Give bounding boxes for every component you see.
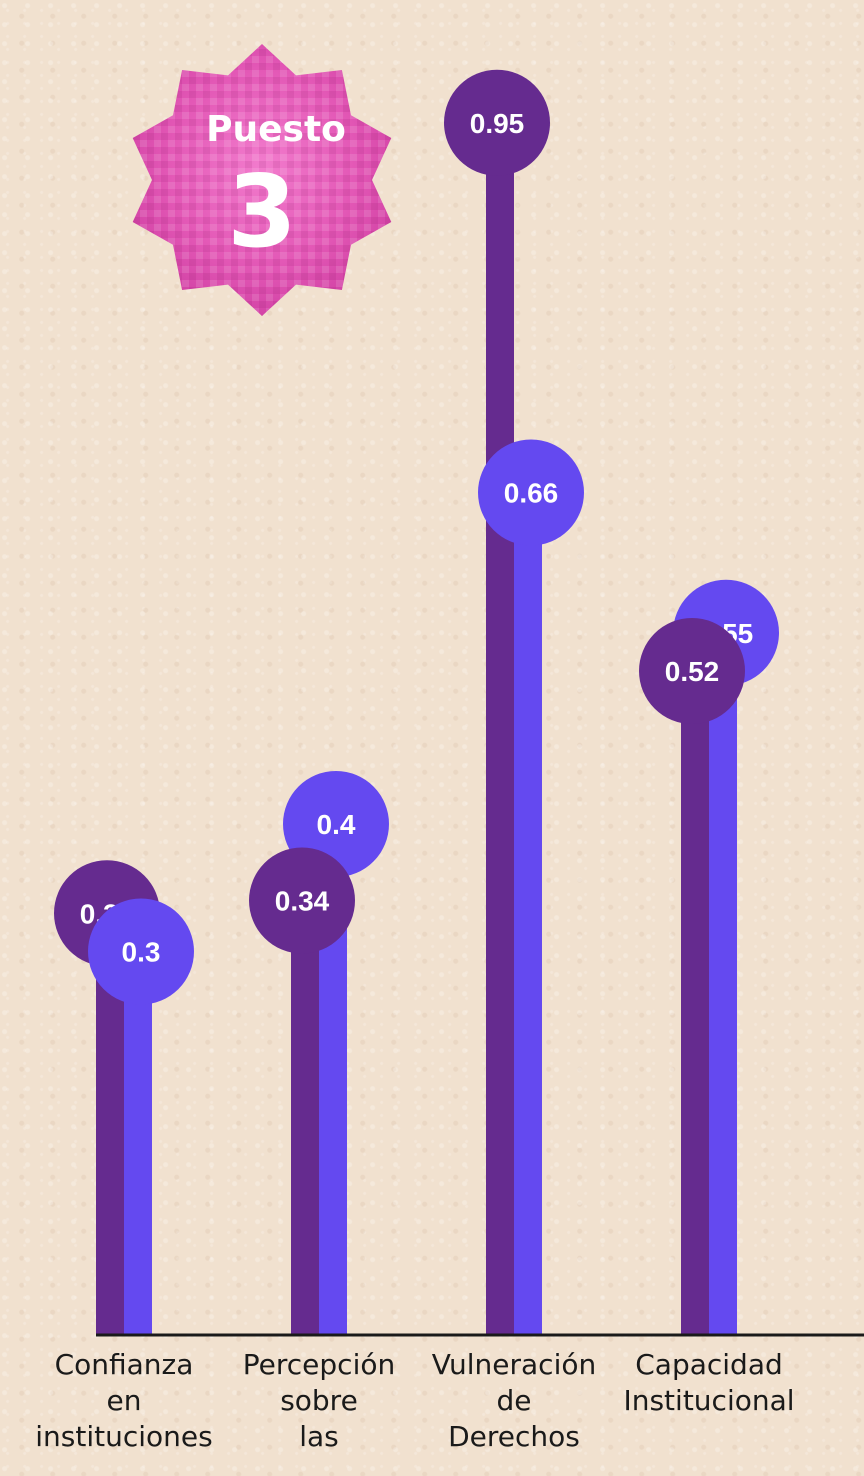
category-label-4-line-2: Institucional <box>623 1384 794 1417</box>
stem-s2-1 <box>124 951 152 1334</box>
stem-s2-4 <box>709 632 737 1334</box>
head-s1-2 <box>249 847 355 954</box>
stem-s1-2 <box>291 900 319 1334</box>
category-label-2-line-3: las <box>299 1420 339 1453</box>
stem-s2-3 <box>514 492 542 1334</box>
category-label-2-line-2: sobre <box>280 1384 358 1417</box>
category-label-3-line-1: Vulneración <box>432 1348 596 1381</box>
badge-number: 3 <box>227 153 297 270</box>
badge-star-texture <box>132 44 392 316</box>
value-label-s2-3: 0.66 <box>504 478 559 509</box>
value-label-s2-1: 0.3 <box>122 937 161 968</box>
head-s1-4 <box>639 618 745 724</box>
category-label-1-line-1: Confianza <box>55 1348 194 1381</box>
stem-s1-4 <box>681 671 709 1334</box>
head-s1-3 <box>444 69 550 176</box>
chart-stems <box>96 122 737 1334</box>
value-label-s1-3: 0.95 <box>470 108 525 139</box>
head-s2-1 <box>88 898 194 1005</box>
value-label-s2-2: 0.4 <box>317 809 356 840</box>
value-label-s1-4: 0.52 <box>665 656 720 687</box>
stem-s1-3 <box>486 122 514 1334</box>
chart-heads: 0.330.30.40.340.950.660.550.52 <box>54 69 779 1005</box>
category-label-3-line-3: Derechos <box>448 1420 580 1453</box>
category-label-2-line-1: Percepción <box>243 1348 395 1381</box>
head-s2-3 <box>478 439 584 546</box>
category-label-1-line-3: instituciones <box>35 1420 212 1453</box>
rank-badge: Puesto 3 <box>132 44 392 316</box>
category-label-4-line-1: Capacidad <box>635 1348 783 1381</box>
category-label-1-line-2: en <box>107 1384 142 1417</box>
value-label-s1-2: 0.34 <box>275 886 330 917</box>
category-label-3-line-2: de <box>497 1384 532 1417</box>
badge-label: Puesto <box>206 109 346 150</box>
